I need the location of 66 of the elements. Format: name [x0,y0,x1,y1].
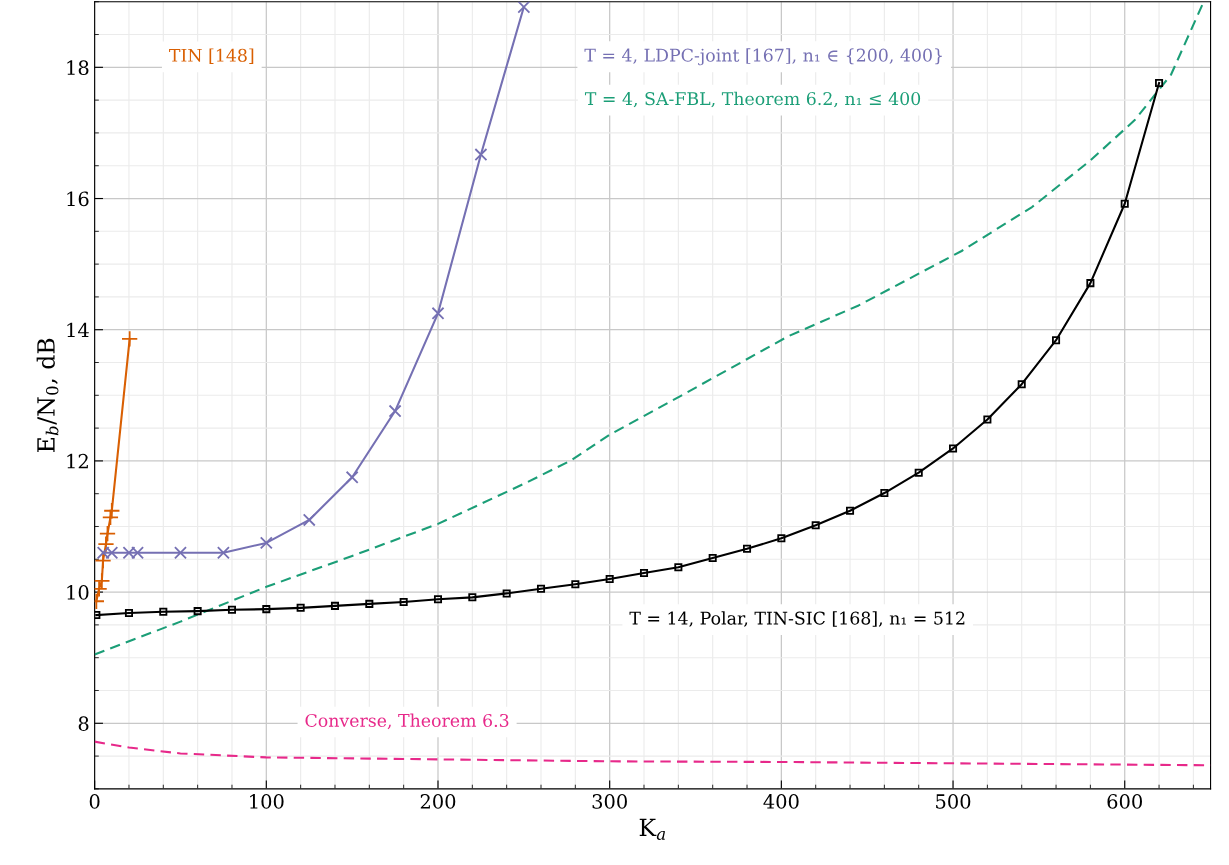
point [330,601,340,610]
point [433,595,443,604]
point [1017,380,1026,389]
point [121,330,139,348]
y-tick-label: 16 [67,191,89,207]
point [536,584,546,593]
point [94,572,111,590]
point [193,607,202,616]
point [159,607,168,616]
point [94,552,112,570]
point [468,593,477,602]
y-axis-title: E$_{b}$/N$_{0}$, dB [36,338,59,453]
y-tick-label: 18 [67,60,89,75]
point [674,563,683,572]
x-tick-label: 300 [592,794,627,809]
point [262,605,271,614]
point [474,148,488,162]
series-label: Converse, Theorem 6.3 [305,713,509,730]
point [605,574,614,584]
point [227,605,237,614]
text: T = 4, LDPC-joint [167], n₁ ∈ {200, 400} [584,48,942,66]
point [98,525,117,543]
x-tick-label: 100 [250,794,284,809]
point [431,306,445,320]
point [517,1,531,14]
x-tick-label: 400 [763,794,799,809]
point [302,513,316,527]
point [1086,279,1095,288]
point [880,489,889,498]
y-tick-label: 12 [67,453,88,469]
point [949,444,958,453]
y-tick-label: 10 [67,585,89,600]
point [97,535,115,553]
point [259,536,273,550]
point [296,603,305,612]
point [103,502,121,520]
point [1120,199,1129,208]
text: TIN [148] [169,48,254,64]
x-tick-label: 600 [1107,794,1142,809]
point [502,589,511,598]
point [365,599,374,608]
y-tick-label: 14 [67,322,89,338]
point [1155,79,1164,88]
point [708,553,717,563]
x-tick-label: 200 [420,794,456,809]
point [399,597,408,606]
series-label: T = 14, Polar, TIN-SIC [168], n₁ = 512 [629,611,965,627]
point [388,404,402,418]
point [777,534,786,543]
point [846,506,855,515]
point [914,468,923,477]
point [216,546,230,560]
point [571,580,580,589]
point [345,470,359,484]
point [639,569,649,578]
point [174,546,187,560]
x-axis-title: K$_{a}$ [639,818,666,840]
point [742,544,752,553]
point [1052,336,1061,345]
point [124,609,133,618]
x-tick-label: 0 [89,794,100,809]
point [811,521,820,530]
text: T = 4, SA-FBL, Theorem 6.2, n₁ ≤ 400 [584,91,921,108]
y-tick-label: 8 [78,716,89,731]
point [983,415,992,424]
x-tick-label: 500 [936,794,971,809]
